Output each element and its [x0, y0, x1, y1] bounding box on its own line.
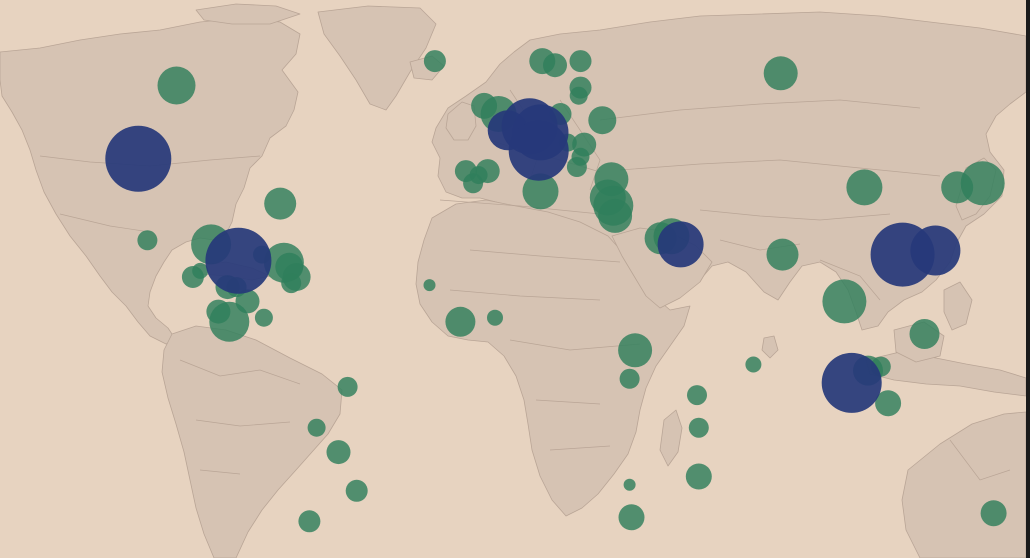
map-marker-uae[interactable]: [657, 221, 704, 268]
sri-lanka-landmass: [761, 335, 779, 359]
map-marker-usa-southeast[interactable]: [264, 187, 297, 220]
map-marker-ivory-coast[interactable]: [445, 306, 476, 337]
map-marker-indonesia[interactable]: [875, 390, 902, 417]
south-america-landmass: [161, 325, 343, 558]
africa-landmass: [415, 199, 691, 517]
map-marker-caribbean-5[interactable]: [281, 273, 302, 294]
map-marker-central-america-2[interactable]: [192, 262, 209, 279]
map-marker-europe-south[interactable]: [508, 120, 569, 181]
map-marker-maldives[interactable]: [688, 417, 709, 438]
map-marker-venezuela[interactable]: [254, 308, 273, 327]
marker-layer: [105, 48, 1007, 533]
map-marker-taiwan[interactable]: [910, 225, 961, 276]
map-marker-thailand[interactable]: [822, 279, 867, 324]
map-marker-baltic-2[interactable]: [569, 86, 588, 105]
map-marker-kenya[interactable]: [618, 333, 653, 368]
map-marker-finland[interactable]: [569, 50, 592, 73]
map-marker-usa-west[interactable]: [105, 125, 172, 192]
map-marker-madagascar[interactable]: [687, 385, 707, 406]
map-marker-tanzania[interactable]: [619, 368, 640, 389]
map-marker-mexico-west[interactable]: [137, 230, 158, 251]
map-marker-brazil-west[interactable]: [337, 376, 358, 397]
map-marker-jordan[interactable]: [598, 198, 633, 233]
map-marker-italy[interactable]: [522, 173, 559, 210]
greenland-landmass: [317, 5, 437, 111]
map-marker-argentina-south[interactable]: [298, 510, 321, 533]
philippines-landmass: [943, 281, 973, 331]
map-marker-australia[interactable]: [980, 500, 1007, 527]
map-marker-south-africa[interactable]: [618, 504, 645, 531]
map-marker-guinea[interactable]: [423, 279, 436, 292]
map-marker-india[interactable]: [766, 238, 799, 271]
arctic-islands: [195, 3, 301, 25]
map-marker-china-west[interactable]: [846, 169, 883, 206]
map-marker-spain-south[interactable]: [463, 173, 484, 194]
map-marker-singapore[interactable]: [821, 352, 882, 413]
map-marker-spain[interactable]: [475, 159, 500, 184]
map-marker-sweden[interactable]: [543, 53, 567, 78]
map-marker-bolivia[interactable]: [307, 418, 326, 437]
map-marker-russia[interactable]: [763, 56, 798, 91]
map-marker-zimbabwe[interactable]: [623, 478, 636, 491]
map-marker-mauritius[interactable]: [685, 463, 712, 490]
map-marker-ukraine[interactable]: [588, 106, 617, 135]
map-marker-ghana[interactable]: [487, 309, 503, 326]
map-marker-paraguay[interactable]: [326, 440, 351, 465]
madagascar-landmass: [659, 409, 683, 467]
map-marker-japan[interactable]: [960, 161, 1005, 206]
map-marker-philippines[interactable]: [909, 319, 940, 349]
map-marker-greece[interactable]: [566, 157, 587, 177]
map-marker-canada-east[interactable]: [157, 66, 196, 105]
frame-edge: [1026, 0, 1030, 558]
map-marker-sri-lanka[interactable]: [745, 356, 762, 373]
map-marker-colombia[interactable]: [209, 301, 250, 342]
map-marker-uruguay[interactable]: [345, 479, 368, 502]
british-isles: [445, 101, 477, 141]
map-marker-iceland[interactable]: [423, 50, 446, 73]
map-marker-mexico-east[interactable]: [205, 227, 272, 294]
